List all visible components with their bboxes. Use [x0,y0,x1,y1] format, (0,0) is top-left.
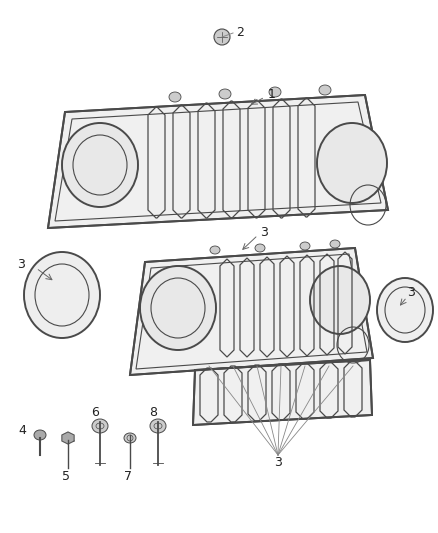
Ellipse shape [24,252,100,338]
Text: 1: 1 [268,88,276,101]
Text: 6: 6 [91,406,99,418]
Ellipse shape [92,419,108,433]
Ellipse shape [377,278,433,342]
Ellipse shape [269,87,281,97]
Ellipse shape [330,240,340,248]
Text: 8: 8 [149,406,157,418]
Text: 3: 3 [274,456,282,470]
Polygon shape [193,360,372,425]
Text: 3: 3 [17,259,25,271]
Ellipse shape [124,433,136,443]
Polygon shape [62,432,74,444]
Ellipse shape [319,85,331,95]
Ellipse shape [219,89,231,99]
Text: 5: 5 [62,470,70,482]
Ellipse shape [210,246,220,254]
Ellipse shape [317,123,387,203]
Polygon shape [130,248,373,375]
Ellipse shape [310,266,370,334]
Ellipse shape [62,123,138,207]
Ellipse shape [34,430,46,440]
Ellipse shape [300,242,310,250]
Ellipse shape [140,266,216,350]
Polygon shape [48,95,388,228]
Text: 4: 4 [18,424,26,437]
Text: 3: 3 [260,225,268,238]
Ellipse shape [255,244,265,252]
Text: 2: 2 [236,26,244,38]
Ellipse shape [150,419,166,433]
Ellipse shape [214,29,230,45]
Text: 7: 7 [124,470,132,482]
Ellipse shape [169,92,181,102]
Text: 3: 3 [407,287,415,300]
